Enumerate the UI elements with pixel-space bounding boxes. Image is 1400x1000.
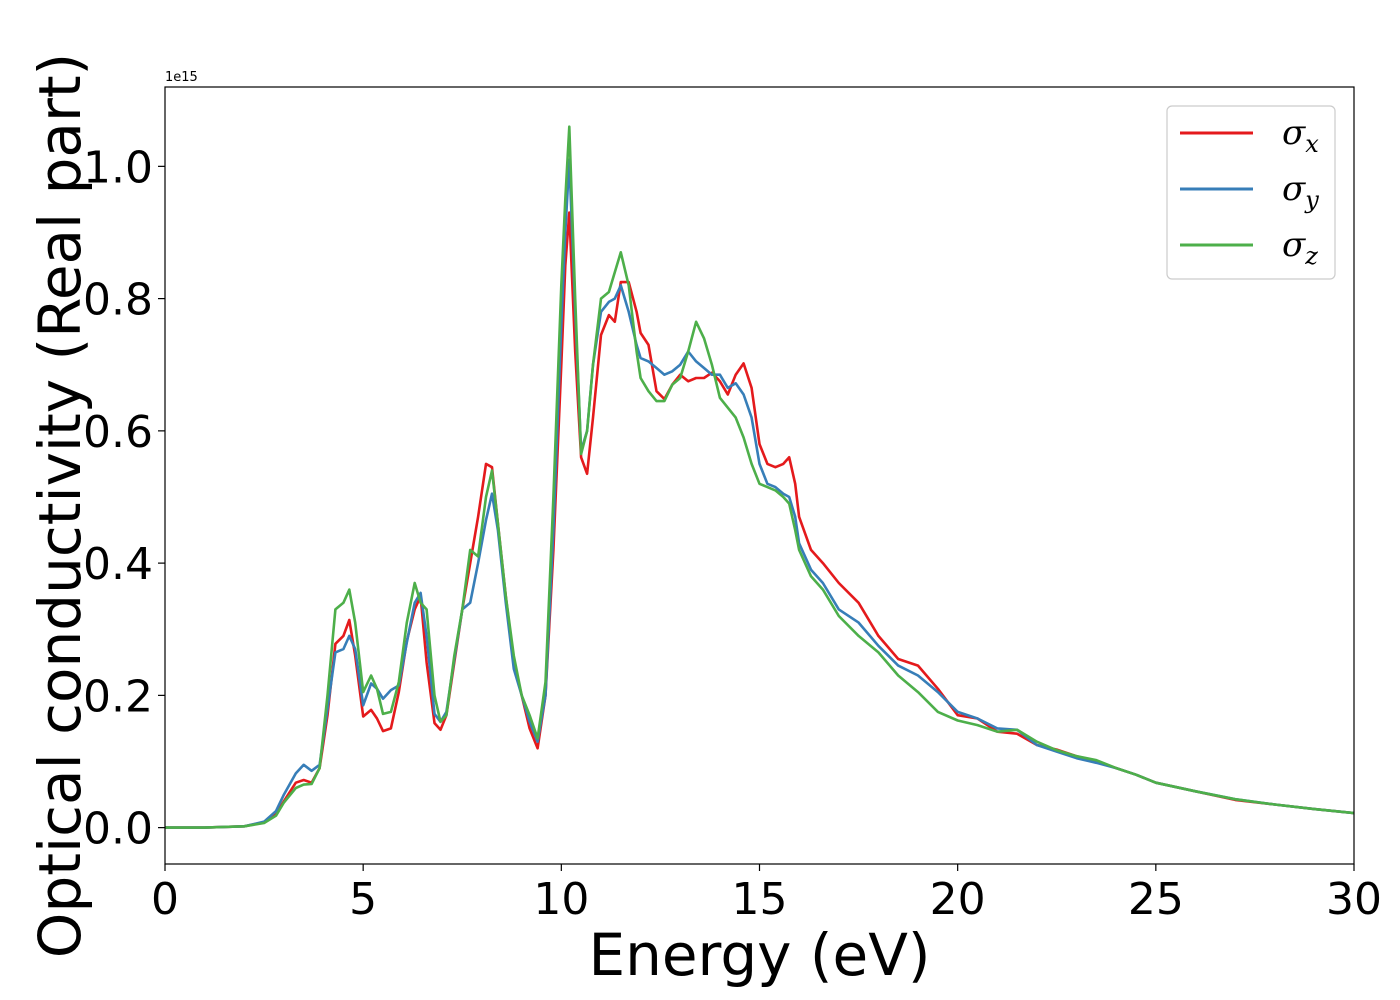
x-axis: 0 5 10 15 20 25 30 — [151, 864, 1382, 925]
y-tick-label: 0.0 — [83, 804, 153, 855]
series-layer — [165, 125, 1354, 829]
legend-box — [1166, 105, 1336, 280]
x-tick-label: 5 — [349, 874, 377, 925]
series-line-x — [165, 211, 1354, 829]
x-tick-label: 10 — [533, 874, 589, 925]
y-tick-label: 0.4 — [83, 539, 153, 590]
x-tick-label: 30 — [1326, 874, 1382, 925]
y-tick-label: 0.6 — [83, 407, 153, 458]
x-tick-label: 20 — [930, 874, 986, 925]
x-tick-label: 15 — [732, 874, 788, 925]
y-axis-title: Optical conductivity (Real part) — [26, 53, 94, 958]
x-tick-label: 0 — [151, 874, 179, 925]
legend-label-x: σx — [1282, 113, 1319, 158]
y-axis: 0.0 0.2 0.4 0.6 0.8 1.0 — [83, 142, 165, 855]
legend: σx σy σz — [1166, 105, 1336, 280]
x-tick-label: 25 — [1128, 874, 1184, 925]
y-offset-label: 1e15 — [165, 70, 198, 85]
y-tick-label: 0.2 — [83, 671, 153, 722]
y-tick-label: 1.0 — [83, 142, 153, 193]
x-axis-title: Energy (eV) — [588, 921, 930, 989]
y-tick-label: 0.8 — [83, 275, 153, 326]
series-line-z — [165, 125, 1354, 829]
legend-label-z: σz — [1282, 225, 1318, 270]
legend-label-y: σy — [1282, 169, 1319, 214]
